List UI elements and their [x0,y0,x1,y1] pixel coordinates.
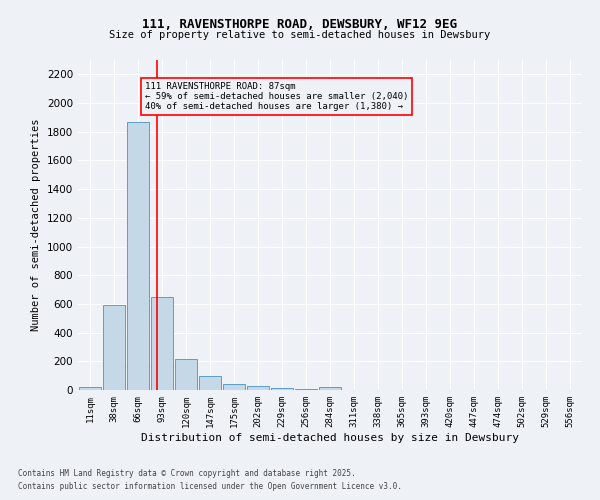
Bar [247,386,269,390]
Bar [79,387,101,390]
Y-axis label: Number of semi-detached properties: Number of semi-detached properties [31,118,41,331]
Bar [127,122,149,390]
Bar [175,359,197,390]
Bar [319,387,341,390]
X-axis label: Distribution of semi-detached houses by size in Dewsbury: Distribution of semi-detached houses by … [141,432,519,442]
Text: 111 RAVENSTHORPE ROAD: 87sqm
← 59% of semi-detached houses are smaller (2,040)
4: 111 RAVENSTHORPE ROAD: 87sqm ← 59% of se… [145,82,408,112]
Bar [199,376,221,390]
Text: Contains HM Land Registry data © Crown copyright and database right 2025.: Contains HM Land Registry data © Crown c… [18,468,356,477]
Text: Size of property relative to semi-detached houses in Dewsbury: Size of property relative to semi-detach… [109,30,491,40]
Bar [223,384,245,390]
Text: Contains public sector information licensed under the Open Government Licence v3: Contains public sector information licen… [18,482,402,491]
Bar [271,388,293,390]
Bar [151,296,173,390]
Bar [103,306,125,390]
Text: 111, RAVENSTHORPE ROAD, DEWSBURY, WF12 9EG: 111, RAVENSTHORPE ROAD, DEWSBURY, WF12 9… [143,18,458,30]
